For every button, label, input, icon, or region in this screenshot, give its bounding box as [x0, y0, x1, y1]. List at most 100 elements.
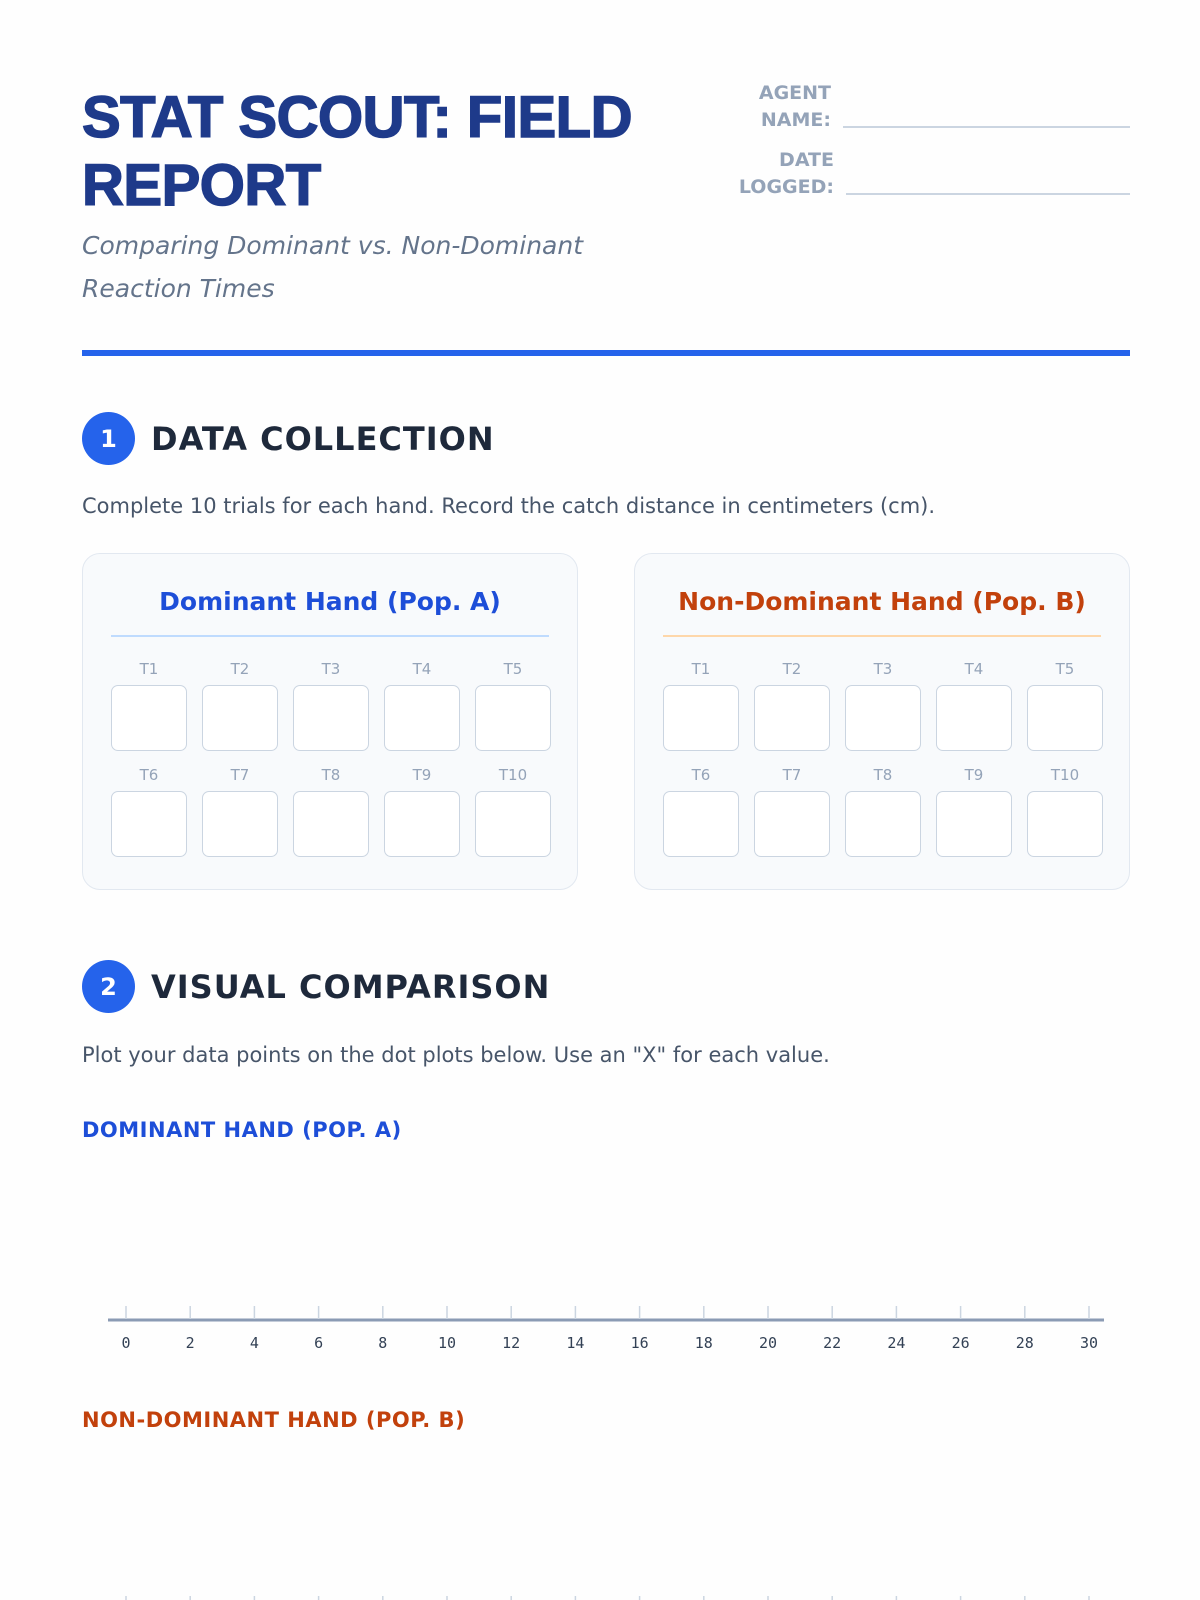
trial-cell: T6	[663, 765, 739, 857]
trial-input-box[interactable]	[475, 791, 551, 857]
dot-plot-a[interactable]: 0 2 4 6 8 10 12 14 16 18 20 22 24 26 28 30	[0, 1290, 1200, 1370]
tick-label: 12	[502, 1334, 520, 1352]
trial-cell: T6	[111, 765, 187, 857]
section-title: VISUAL COMPARISON	[151, 967, 551, 1006]
trial-label: T6	[691, 766, 711, 784]
section-number-badge: 1	[82, 412, 135, 465]
trial-label: T7	[230, 766, 250, 784]
trial-input-box[interactable]	[111, 685, 187, 751]
trial-input-box[interactable]	[663, 685, 739, 751]
trial-label: T7	[782, 766, 802, 784]
trial-cell: T8	[845, 765, 921, 857]
trial-cell: T10	[1027, 765, 1103, 857]
dot-plot-b-label: NON-DOMINANT HAND (POP. B)	[82, 1408, 466, 1432]
card-divider	[111, 635, 549, 637]
tick-label: 24	[887, 1334, 905, 1352]
trial-label: T9	[964, 766, 984, 784]
trial-input-box[interactable]	[936, 685, 1012, 751]
tick-label: 18	[695, 1334, 713, 1352]
trial-cell: T7	[202, 765, 278, 857]
trial-cell: T10	[475, 765, 551, 857]
card-title: Dominant Hand (Pop. A)	[159, 587, 501, 616]
trial-label: T6	[139, 766, 159, 784]
section-visual-comparison-heading: 2 VISUAL COMPARISON	[82, 960, 550, 1013]
trial-label: T2	[230, 660, 250, 678]
trial-input-box[interactable]	[1027, 791, 1103, 857]
tick-label: 2	[186, 1334, 195, 1352]
tick-label: 16	[631, 1334, 649, 1352]
trial-cell: T4	[384, 659, 460, 751]
trial-cell: T1	[111, 659, 187, 751]
trial-label: T4	[964, 660, 984, 678]
trial-cell: T3	[293, 659, 369, 751]
trial-input-box[interactable]	[293, 791, 369, 857]
section-description: Plot your data points on the dot plots b…	[82, 1043, 830, 1067]
section-description: Complete 10 trials for each hand. Record…	[82, 494, 936, 518]
trial-cell: T4	[936, 659, 1012, 751]
trial-cell: T7	[754, 765, 830, 857]
trial-label: T8	[873, 766, 893, 784]
trial-label: T1	[691, 660, 711, 678]
tick-label: 8	[378, 1334, 387, 1352]
card-title: Non-Dominant Hand (Pop. B)	[678, 587, 1086, 616]
trial-input-box[interactable]	[384, 791, 460, 857]
trial-input-box[interactable]	[202, 685, 278, 751]
trial-input-box[interactable]	[845, 685, 921, 751]
trial-label: T3	[321, 660, 341, 678]
card-pop-a: Dominant Hand (Pop. A) T1 T2 T3 T4 T5 T6 T7 T8 T…	[82, 553, 578, 890]
trial-input-box[interactable]	[475, 685, 551, 751]
tick-label: 30	[1080, 1334, 1098, 1352]
trial-input-box[interactable]	[754, 791, 830, 857]
trial-input-box[interactable]	[111, 791, 187, 857]
date-logged-label: DATE LOGGED:	[738, 149, 834, 198]
dot-plot-a-label: DOMINANT HAND (POP. A)	[82, 1118, 402, 1142]
tick-label: 14	[566, 1334, 584, 1352]
trial-label: T5	[1055, 660, 1075, 678]
trial-input-box[interactable]	[845, 791, 921, 857]
header-divider	[82, 350, 1130, 356]
tick-label: 4	[250, 1334, 259, 1352]
trial-cell: T3	[845, 659, 921, 751]
agent-name-label: AGENT NAME:	[758, 82, 831, 131]
trial-cell: T9	[936, 765, 1012, 857]
trial-label: T9	[412, 766, 432, 784]
trial-input-box[interactable]	[663, 791, 739, 857]
date-logged-line[interactable]	[846, 193, 1130, 195]
page-title: STAT SCOUT: FIELD REPORT	[81, 84, 633, 219]
trial-label: T5	[503, 660, 523, 678]
tick-label: 6	[314, 1334, 323, 1352]
trial-input-box[interactable]	[202, 791, 278, 857]
trial-cell: T2	[202, 659, 278, 751]
page-subtitle: Comparing Dominant vs. Non-Dominant Reac…	[82, 231, 584, 303]
date-logged-field[interactable]: DATE LOGGED:	[734, 147, 1130, 201]
trial-input-box[interactable]	[293, 685, 369, 751]
trial-label: T10	[1050, 766, 1080, 784]
trial-label: T3	[873, 660, 893, 678]
tick-label: 28	[1016, 1334, 1034, 1352]
trial-cell: T5	[1027, 659, 1103, 751]
trial-cell: T5	[475, 659, 551, 751]
trial-label: T8	[321, 766, 341, 784]
trial-cell: T2	[754, 659, 830, 751]
card-divider	[663, 635, 1101, 637]
tick-label: 26	[952, 1334, 970, 1352]
tick-label: 0	[121, 1334, 130, 1352]
trial-input-box[interactable]	[936, 791, 1012, 857]
trial-label: T2	[782, 660, 802, 678]
section-title: DATA COLLECTION	[151, 419, 495, 458]
trial-input-box[interactable]	[754, 685, 830, 751]
trial-label: T4	[412, 660, 432, 678]
tick-label: 20	[759, 1334, 777, 1352]
trial-cell: T8	[293, 765, 369, 857]
trial-label: T1	[139, 660, 159, 678]
trial-label: T10	[498, 766, 528, 784]
agent-name-field[interactable]: AGENT NAME:	[741, 80, 1130, 134]
card-pop-b: Non-Dominant Hand (Pop. B) T1 T2 T3 T4 T5 T6 T…	[634, 553, 1130, 890]
trial-input-box[interactable]	[1027, 685, 1103, 751]
tick-label: 10	[438, 1334, 456, 1352]
tick-label: 22	[823, 1334, 841, 1352]
trial-cell: T9	[384, 765, 460, 857]
agent-name-line[interactable]	[843, 126, 1130, 128]
trial-input-box[interactable]	[384, 685, 460, 751]
